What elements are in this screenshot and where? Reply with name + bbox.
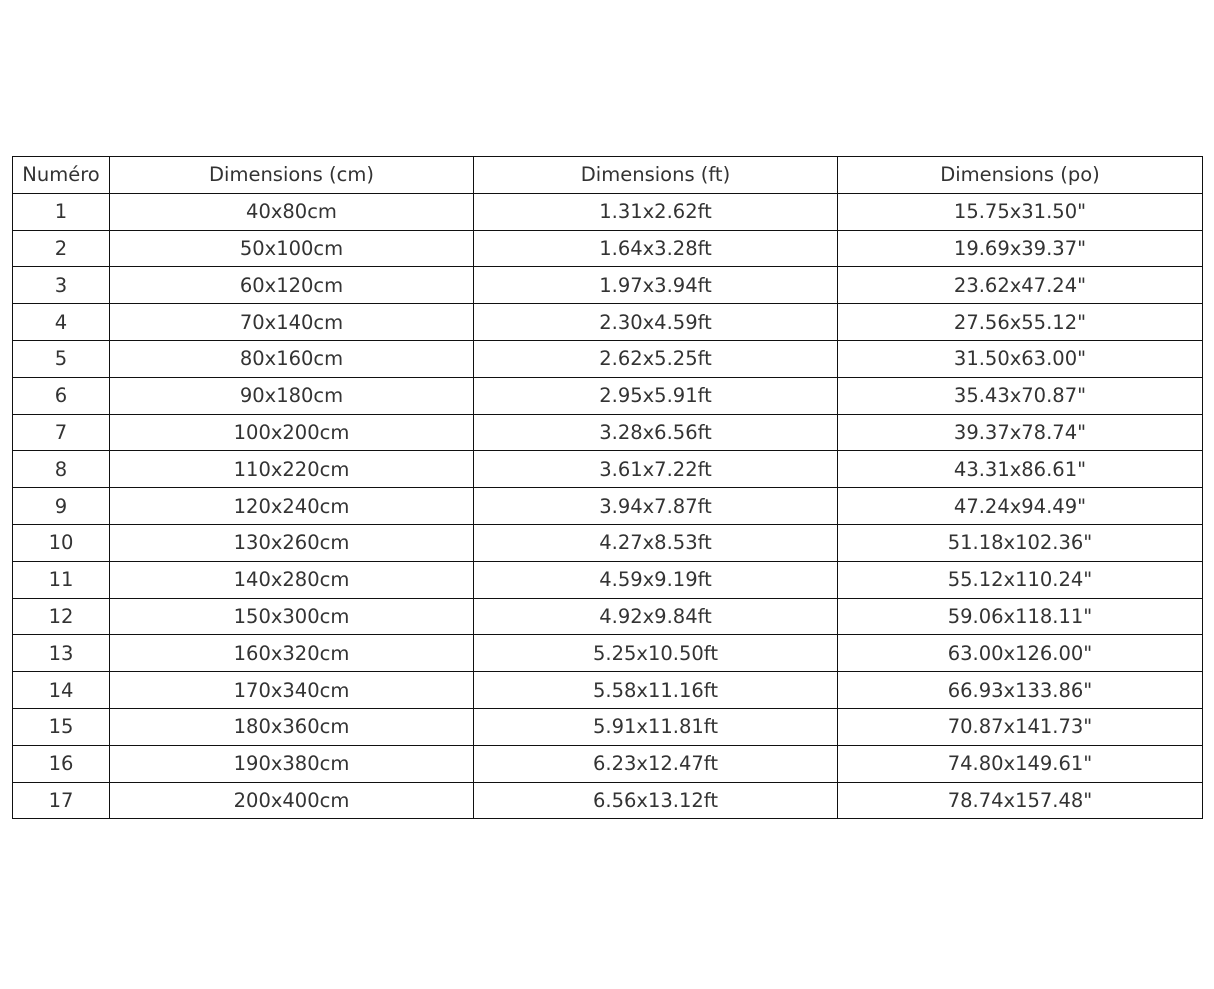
cell-dimensions-po: 39.37x78.74" [837,413,1203,452]
cell-dimensions-ft: 4.92x9.84ft [473,597,838,636]
table-row: 9 120x240cm 3.94x7.87ft 47.24x94.49" [12,487,1203,525]
cell-dimensions-cm: 120x240cm [109,487,474,525]
cell-dimensions-ft: 3.61x7.22ft [473,450,838,489]
cell-dimensions-po: 74.80x149.61" [837,744,1203,783]
table-row: 5 80x160cm 2.62x5.25ft 31.50x63.00" [12,339,1203,378]
table-row: 7 100x200cm 3.28x6.56ft 39.37x78.74" [12,413,1203,452]
cell-numero: 2 [12,229,110,268]
header-numero: Numéro [12,156,110,194]
cell-numero: 10 [12,523,110,562]
table-row: 2 50x100cm 1.64x3.28ft 19.69x39.37" [12,229,1203,268]
cell-dimensions-cm: 200x400cm [109,781,474,820]
cell-numero: 12 [12,597,110,636]
cell-numero: 4 [12,303,110,341]
cell-dimensions-ft: 1.64x3.28ft [473,229,838,268]
table-row: 13 160x320cm 5.25x10.50ft 63.00x126.00" [12,634,1203,673]
cell-dimensions-cm: 40x80cm [109,192,474,231]
table-row: 10 130x260cm 4.27x8.53ft 51.18x102.36" [12,523,1203,562]
cell-dimensions-po: 35.43x70.87" [837,376,1203,415]
table-row: 3 60x120cm 1.97x3.94ft 23.62x47.24" [12,266,1203,305]
cell-numero: 14 [12,671,110,709]
cell-numero: 7 [12,413,110,452]
table-row: 12 150x300cm 4.92x9.84ft 59.06x118.11" [12,597,1203,636]
cell-dimensions-ft: 2.95x5.91ft [473,376,838,415]
cell-dimensions-po: 27.56x55.12" [837,303,1203,341]
cell-dimensions-cm: 190x380cm [109,744,474,783]
cell-dimensions-ft: 2.62x5.25ft [473,339,838,378]
cell-numero: 1 [12,192,110,231]
cell-dimensions-ft: 5.25x10.50ft [473,634,838,673]
table-row: 1 40x80cm 1.31x2.62ft 15.75x31.50" [12,192,1203,231]
cell-dimensions-po: 15.75x31.50" [837,192,1203,231]
cell-dimensions-ft: 1.97x3.94ft [473,266,838,305]
cell-numero: 16 [12,744,110,783]
cell-dimensions-cm: 180x360cm [109,707,474,746]
cell-dimensions-cm: 150x300cm [109,597,474,636]
cell-dimensions-ft: 1.31x2.62ft [473,192,838,231]
cell-dimensions-po: 55.12x110.24" [837,560,1203,599]
cell-dimensions-ft: 5.58x11.16ft [473,671,838,709]
table-row: 4 70x140cm 2.30x4.59ft 27.56x55.12" [12,303,1203,341]
cell-numero: 13 [12,634,110,673]
cell-dimensions-cm: 140x280cm [109,560,474,599]
cell-dimensions-cm: 50x100cm [109,229,474,268]
cell-dimensions-cm: 100x200cm [109,413,474,452]
cell-dimensions-ft: 5.91x11.81ft [473,707,838,746]
cell-dimensions-ft: 2.30x4.59ft [473,303,838,341]
cell-dimensions-cm: 70x140cm [109,303,474,341]
cell-dimensions-po: 78.74x157.48" [837,781,1203,820]
cell-dimensions-cm: 170x340cm [109,671,474,709]
header-row: Numéro Dimensions (cm) Dimensions (ft) Dime… [12,156,1203,194]
table-row: 16 190x380cm 6.23x12.47ft 74.80x149.61" [12,744,1203,783]
cell-numero: 5 [12,339,110,378]
cell-dimensions-po: 66.93x133.86" [837,671,1203,709]
cell-dimensions-po: 47.24x94.49" [837,487,1203,525]
cell-dimensions-cm: 110x220cm [109,450,474,489]
cell-dimensions-cm: 60x120cm [109,266,474,305]
cell-dimensions-cm: 90x180cm [109,376,474,415]
cell-dimensions-po: 43.31x86.61" [837,450,1203,489]
cell-dimensions-ft: 6.56x13.12ft [473,781,838,820]
table-row: 8 110x220cm 3.61x7.22ft 43.31x86.61" [12,450,1203,489]
cell-dimensions-po: 31.50x63.00" [837,339,1203,378]
header-dimensions-ft: Dimensions (ft) [473,156,838,194]
table-row: 11 140x280cm 4.59x9.19ft 55.12x110.24" [12,560,1203,599]
cell-numero: 3 [12,266,110,305]
header-dimensions-po: Dimensions (po) [837,156,1203,194]
cell-dimensions-ft: 4.59x9.19ft [473,560,838,599]
table-row: 15 180x360cm 5.91x11.81ft 70.87x141.73" [12,707,1203,746]
cell-numero: 8 [12,450,110,489]
cell-dimensions-ft: 6.23x12.47ft [473,744,838,783]
cell-numero: 15 [12,707,110,746]
cell-dimensions-ft: 3.28x6.56ft [473,413,838,452]
table-row: 6 90x180cm 2.95x5.91ft 35.43x70.87" [12,376,1203,415]
cell-numero: 9 [12,487,110,525]
cell-dimensions-ft: 3.94x7.87ft [473,487,838,525]
cell-dimensions-cm: 130x260cm [109,523,474,562]
cell-dimensions-cm: 160x320cm [109,634,474,673]
table-body: 1 40x80cm 1.31x2.62ft 15.75x31.50" 2 50x100cm… [12,192,1203,820]
table-row: 14 170x340cm 5.58x11.16ft 66.93x133.86" [12,671,1203,709]
cell-dimensions-po: 51.18x102.36" [837,523,1203,562]
cell-dimensions-po: 70.87x141.73" [837,707,1203,746]
cell-dimensions-po: 63.00x126.00" [837,634,1203,673]
cell-dimensions-po: 59.06x118.11" [837,597,1203,636]
cell-dimensions-po: 23.62x47.24" [837,266,1203,305]
cell-dimensions-ft: 4.27x8.53ft [473,523,838,562]
table-row: 17 200x400cm 6.56x13.12ft 78.74x157.48" [12,781,1203,820]
header-dimensions-cm: Dimensions (cm) [109,156,474,194]
cell-numero: 11 [12,560,110,599]
size-table: Numéro Dimensions (cm) Dimensions (ft) Dime… [12,156,1203,820]
cell-numero: 6 [12,376,110,415]
cell-numero: 17 [12,781,110,820]
cell-dimensions-cm: 80x160cm [109,339,474,378]
cell-dimensions-po: 19.69x39.37" [837,229,1203,268]
